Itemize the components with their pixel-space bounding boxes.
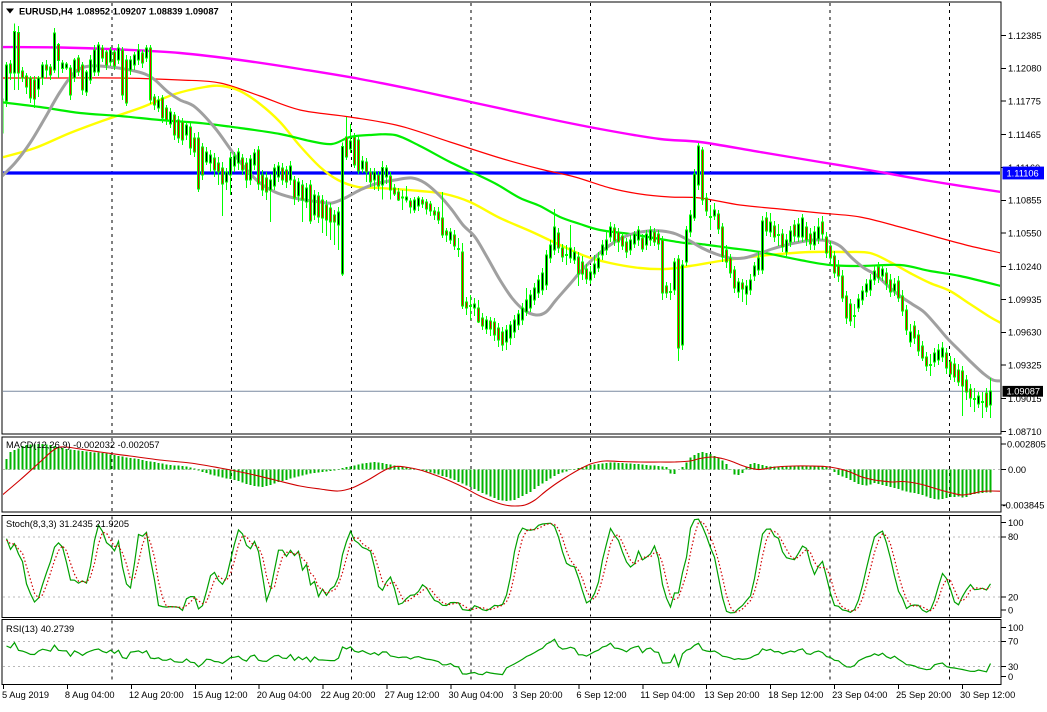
- svg-text:30 Aug 04:00: 30 Aug 04:00: [449, 690, 504, 700]
- svg-text:1.08952 1.09207 1.08839 1.0908: 1.08952 1.09207 1.08839 1.09087: [77, 7, 219, 17]
- svg-text:13 Sep 20:00: 13 Sep 20:00: [704, 690, 759, 700]
- svg-text:1.10240: 1.10240: [1008, 262, 1042, 272]
- svg-text:1.10855: 1.10855: [1008, 196, 1042, 206]
- svg-text:30: 30: [1008, 662, 1018, 672]
- svg-text:1.09630: 1.09630: [1008, 328, 1042, 338]
- svg-text:6 Sep 12:00: 6 Sep 12:00: [576, 690, 626, 700]
- svg-text:RSI(13) 40.2739: RSI(13) 40.2739: [6, 624, 74, 634]
- svg-text:80: 80: [1008, 532, 1018, 542]
- svg-text:12 Aug 20:00: 12 Aug 20:00: [129, 690, 184, 700]
- svg-text:0.002805: 0.002805: [1007, 439, 1046, 449]
- svg-text:MACD(12,26,9) -0.002032 -0.002: MACD(12,26,9) -0.002032 -0.002057: [6, 440, 160, 450]
- svg-text:0: 0: [1008, 606, 1013, 616]
- svg-text:1.12080: 1.12080: [1008, 64, 1042, 74]
- svg-text:0.00: 0.00: [1008, 465, 1026, 475]
- svg-text:3 Sep 20:00: 3 Sep 20:00: [512, 690, 562, 700]
- svg-text:1.09935: 1.09935: [1008, 295, 1042, 305]
- svg-text:27 Aug 12:00: 27 Aug 12:00: [385, 690, 440, 700]
- svg-text:1.09015: 1.09015: [1008, 394, 1042, 404]
- svg-text:8 Aug 04:00: 8 Aug 04:00: [65, 690, 115, 700]
- svg-text:1.11775: 1.11775: [1008, 97, 1041, 107]
- svg-text:11 Sep 04:00: 11 Sep 04:00: [640, 690, 695, 700]
- svg-text:1.08710: 1.08710: [1008, 427, 1042, 437]
- svg-text:Stoch(8,3,3) 31.2435 21.9205: Stoch(8,3,3) 31.2435 21.9205: [6, 519, 129, 529]
- svg-text:20: 20: [1008, 593, 1018, 603]
- svg-text:15 Aug 12:00: 15 Aug 12:00: [193, 690, 248, 700]
- svg-text:1.10550: 1.10550: [1008, 229, 1042, 239]
- svg-text:20 Aug 04:00: 20 Aug 04:00: [257, 690, 312, 700]
- svg-text:-0.003845: -0.003845: [1003, 500, 1045, 510]
- svg-text:5 Aug 2019: 5 Aug 2019: [2, 690, 49, 700]
- svg-text:1.09087: 1.09087: [1007, 387, 1041, 397]
- svg-text:1.12385: 1.12385: [1008, 31, 1042, 41]
- svg-text:100: 100: [1008, 623, 1024, 633]
- svg-text:1.09325: 1.09325: [1008, 361, 1042, 371]
- svg-text:25 Sep 20:00: 25 Sep 20:00: [896, 690, 951, 700]
- svg-text:23 Sep 04:00: 23 Sep 04:00: [832, 690, 887, 700]
- svg-text:30 Sep 12:00: 30 Sep 12:00: [960, 690, 1015, 700]
- svg-text:0: 0: [1008, 672, 1013, 682]
- svg-text:100: 100: [1008, 518, 1024, 528]
- svg-text:22 Aug 20:00: 22 Aug 20:00: [321, 690, 376, 700]
- svg-text:1.11465: 1.11465: [1008, 130, 1041, 140]
- svg-text:18 Sep 12:00: 18 Sep 12:00: [768, 690, 823, 700]
- svg-text:70: 70: [1008, 637, 1018, 647]
- svg-text:1.11106: 1.11106: [1007, 169, 1039, 179]
- svg-text:EURUSD,H4: EURUSD,H4: [19, 7, 74, 17]
